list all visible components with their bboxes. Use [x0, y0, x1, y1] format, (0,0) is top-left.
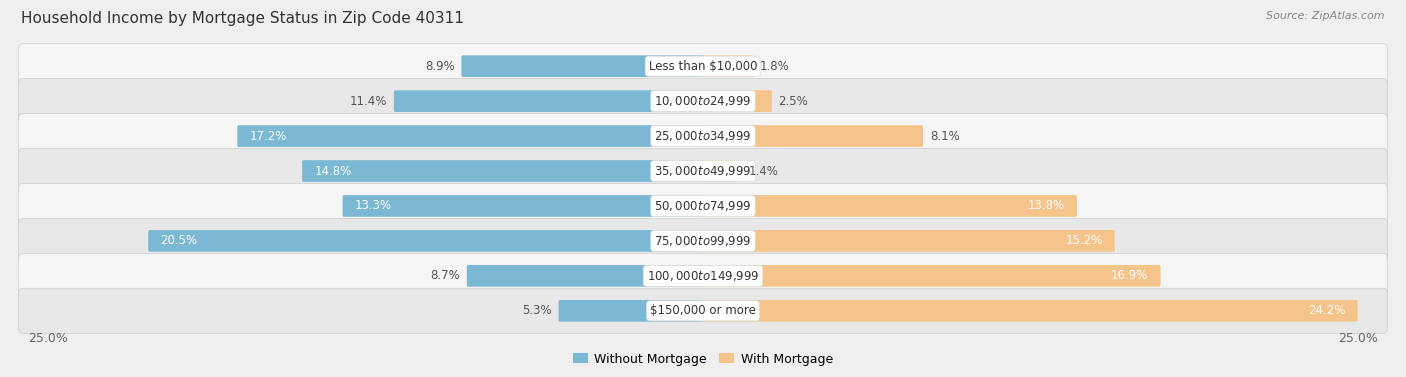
- FancyBboxPatch shape: [394, 90, 704, 112]
- FancyBboxPatch shape: [702, 55, 754, 77]
- Text: Household Income by Mortgage Status in Zip Code 40311: Household Income by Mortgage Status in Z…: [21, 11, 464, 26]
- FancyBboxPatch shape: [702, 160, 742, 182]
- FancyBboxPatch shape: [702, 300, 1358, 322]
- FancyBboxPatch shape: [702, 265, 1160, 287]
- FancyBboxPatch shape: [18, 79, 1388, 124]
- FancyBboxPatch shape: [18, 218, 1388, 264]
- FancyBboxPatch shape: [467, 265, 704, 287]
- Text: $75,000 to $99,999: $75,000 to $99,999: [654, 234, 752, 248]
- FancyBboxPatch shape: [18, 149, 1388, 193]
- FancyBboxPatch shape: [702, 230, 1115, 252]
- Text: $100,000 to $149,999: $100,000 to $149,999: [647, 269, 759, 283]
- FancyBboxPatch shape: [461, 55, 704, 77]
- FancyBboxPatch shape: [558, 300, 704, 322]
- Text: $25,000 to $34,999: $25,000 to $34,999: [654, 129, 752, 143]
- FancyBboxPatch shape: [702, 125, 922, 147]
- Text: 1.8%: 1.8%: [759, 60, 789, 73]
- Text: 25.0%: 25.0%: [28, 333, 67, 345]
- FancyBboxPatch shape: [18, 288, 1388, 333]
- Text: 14.8%: 14.8%: [315, 164, 352, 178]
- Text: 11.4%: 11.4%: [350, 95, 387, 108]
- Legend: Without Mortgage, With Mortgage: Without Mortgage, With Mortgage: [568, 348, 838, 371]
- Text: 20.5%: 20.5%: [160, 234, 197, 247]
- Text: 8.7%: 8.7%: [430, 269, 460, 282]
- Text: 5.3%: 5.3%: [522, 304, 551, 317]
- Text: 25.0%: 25.0%: [1339, 333, 1378, 345]
- Text: 17.2%: 17.2%: [249, 130, 287, 143]
- FancyBboxPatch shape: [18, 113, 1388, 159]
- Text: 16.9%: 16.9%: [1111, 269, 1149, 282]
- Text: 1.4%: 1.4%: [749, 164, 779, 178]
- Text: Source: ZipAtlas.com: Source: ZipAtlas.com: [1267, 11, 1385, 21]
- Text: $35,000 to $49,999: $35,000 to $49,999: [654, 164, 752, 178]
- Text: 2.5%: 2.5%: [779, 95, 808, 108]
- FancyBboxPatch shape: [148, 230, 704, 252]
- Text: 13.3%: 13.3%: [354, 199, 392, 213]
- Text: 8.9%: 8.9%: [425, 60, 454, 73]
- FancyBboxPatch shape: [18, 44, 1388, 89]
- Text: $10,000 to $24,999: $10,000 to $24,999: [654, 94, 752, 108]
- Text: Less than $10,000: Less than $10,000: [648, 60, 758, 73]
- Text: 8.1%: 8.1%: [929, 130, 959, 143]
- Text: 13.8%: 13.8%: [1028, 199, 1064, 213]
- FancyBboxPatch shape: [18, 184, 1388, 228]
- Text: 15.2%: 15.2%: [1066, 234, 1102, 247]
- FancyBboxPatch shape: [238, 125, 704, 147]
- FancyBboxPatch shape: [18, 253, 1388, 298]
- FancyBboxPatch shape: [302, 160, 704, 182]
- FancyBboxPatch shape: [702, 195, 1077, 217]
- Text: $150,000 or more: $150,000 or more: [650, 304, 756, 317]
- FancyBboxPatch shape: [702, 90, 772, 112]
- Text: 24.2%: 24.2%: [1308, 304, 1346, 317]
- Text: $50,000 to $74,999: $50,000 to $74,999: [654, 199, 752, 213]
- FancyBboxPatch shape: [343, 195, 704, 217]
